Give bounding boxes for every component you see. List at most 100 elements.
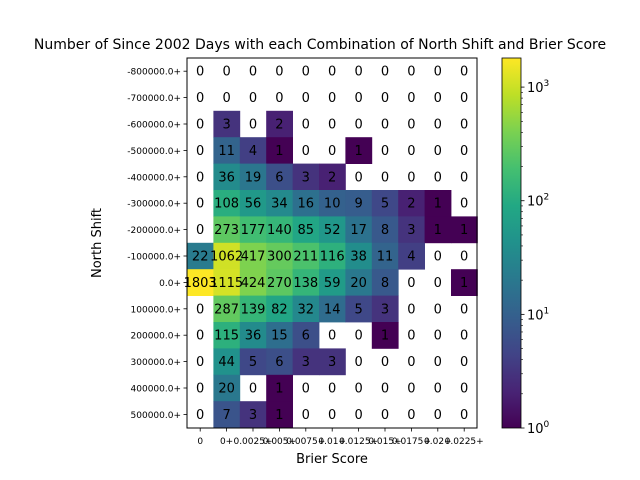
cell-value: 3 (328, 355, 336, 370)
cell-value: 0 (196, 382, 204, 397)
y-tick-label: -700000.0+ (127, 94, 181, 104)
cell-value: 2 (328, 170, 336, 185)
cell-value: 36 (245, 329, 262, 344)
cell-value: 1 (275, 408, 283, 423)
heatmap-cell (345, 242, 373, 270)
cell-value: 0 (302, 408, 310, 423)
cell-value: 0 (460, 91, 468, 106)
y-tick-label: -500000.0+ (127, 147, 181, 157)
heatmap-cell (451, 269, 478, 296)
cell-value: 52 (324, 223, 341, 238)
heatmap-cell (319, 242, 346, 270)
heatmap-cell (371, 322, 399, 349)
cell-value: 0 (354, 91, 362, 106)
cell-value: 300 (267, 250, 292, 265)
cell-value: 10 (324, 197, 341, 212)
cell-value: 0 (460, 250, 468, 265)
cell-value: 16 (298, 197, 315, 212)
cell-value: 0 (434, 118, 442, 133)
cell-value: 0 (460, 408, 468, 423)
cell-value: 0 (196, 118, 204, 133)
cell-value: 140 (267, 223, 292, 238)
cell-value: 4 (407, 250, 415, 265)
heatmap-cell (345, 216, 373, 244)
y-tick-label: 400000.0+ (131, 385, 181, 395)
cell-value: 0 (196, 355, 204, 370)
cell-value: 0 (196, 170, 204, 185)
cell-value: 0 (196, 223, 204, 238)
cell-value: 0 (460, 197, 468, 212)
heatmap-cell (319, 190, 346, 217)
colorbar-gradient (501, 57, 522, 429)
cell-value: 8 (381, 276, 389, 291)
cell-value: 0 (407, 91, 415, 106)
cell-value: 9 (354, 197, 362, 212)
heatmap-cell (398, 216, 425, 244)
heatmap-cell (266, 137, 293, 164)
heatmap-cell (239, 348, 267, 376)
heatmap-cell (266, 348, 293, 376)
heatmap-cell (371, 242, 399, 270)
heatmap-cell (424, 216, 452, 244)
cell-value: 0 (460, 355, 468, 370)
x-tick-label: 0.015+ (368, 437, 401, 447)
cell-value: 0 (354, 355, 362, 370)
cell-value: 0 (460, 170, 468, 185)
heatmap-cell (266, 163, 293, 191)
heatmap-cell (213, 374, 241, 402)
cell-value: 1 (354, 144, 362, 159)
cell-value: 0 (222, 65, 230, 80)
x-tick-label: 0.0225+ (445, 437, 484, 447)
cell-value: 0 (196, 91, 204, 106)
heatmap-cell (292, 269, 320, 296)
cell-value: 0 (434, 250, 442, 265)
heatmap-cells (187, 110, 478, 428)
cell-value: 0 (381, 170, 389, 185)
cell-value: 0 (302, 65, 310, 80)
heatmap-cell (345, 295, 373, 323)
cell-value: 0 (434, 355, 442, 370)
heatmap-cell (292, 322, 320, 349)
heatmap-cell (345, 269, 373, 296)
cell-value: 85 (298, 223, 315, 238)
x-tick-label: 0.02+ (424, 437, 452, 447)
cell-value: 0 (328, 329, 336, 344)
x-tick-label: 0.0125+ (339, 437, 378, 447)
cell-value: 38 (350, 250, 367, 265)
cell-value: 0 (328, 118, 336, 133)
chart-title: Number of Since 2002 Days with each Comb… (34, 37, 606, 53)
cell-value: 0 (381, 118, 389, 133)
cell-value: 1 (275, 382, 283, 397)
cell-value: 3 (302, 170, 310, 185)
cell-value: 0 (354, 382, 362, 397)
x-axis-label: Brier Score (296, 452, 368, 467)
cell-value: 2 (275, 118, 283, 133)
cell-value: 139 (241, 302, 266, 317)
x-tick-label: 0+ (220, 437, 233, 447)
heatmap-cell (213, 216, 241, 244)
cell-value: 1803 (184, 276, 217, 291)
heatmap-cell (239, 295, 267, 323)
cell-value: 0 (354, 170, 362, 185)
heatmap-cell (213, 295, 241, 323)
cell-value: 0 (381, 355, 389, 370)
heatmap-cell (266, 110, 293, 138)
cell-value: 0 (302, 144, 310, 159)
heatmap-cell (319, 269, 346, 296)
y-tick-label: 500000.0+ (131, 411, 181, 421)
cell-value: 1 (460, 223, 468, 238)
cell-value: 0 (407, 329, 415, 344)
cell-value: 0 (407, 276, 415, 291)
cell-value: 1 (460, 276, 468, 291)
heatmap-cell (187, 269, 214, 296)
x-tick-label: 0.0025+ (233, 437, 272, 447)
heatmap-cell (345, 137, 373, 164)
cell-value: 3 (302, 355, 310, 370)
cell-value: 0 (434, 91, 442, 106)
cell-value: 0 (196, 302, 204, 317)
heatmap-cell (319, 216, 346, 244)
cell-value: 5 (249, 355, 257, 370)
heatmap-cell (213, 242, 241, 270)
heatmap-cell (266, 242, 293, 270)
cell-value: 270 (267, 276, 292, 291)
